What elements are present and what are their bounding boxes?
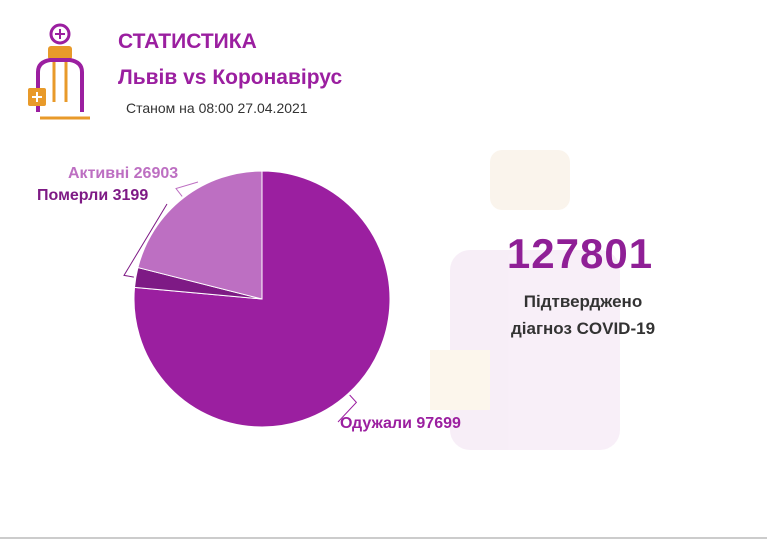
total: 127801 <box>506 230 654 277</box>
slice-label: Одужали 97699 <box>340 415 461 432</box>
pie-slice <box>137 170 263 300</box>
leader-line <box>123 203 168 278</box>
pie-slice <box>133 170 391 428</box>
slice-name: Померли <box>37 187 108 204</box>
slice-value: 26903 <box>134 165 179 182</box>
watermark <box>430 150 620 450</box>
total-label: Підтверджено діагноз COVID-19 <box>510 292 656 338</box>
date-note: Станом на 08:00 27.04.2021 <box>126 100 308 116</box>
pie: Одужали 97699 Померли 3199 Активні 26903 <box>37 165 461 432</box>
slice-label: Померли 3199 <box>37 187 148 204</box>
logo <box>28 23 90 120</box>
total-box: 127801 Підтверджено діагноз COVID-19 <box>490 230 670 342</box>
subtitle: Львів vs Коронавірус <box>118 66 342 89</box>
slice-name: Активні <box>68 165 129 182</box>
slice-name: Одужали <box>340 415 412 432</box>
slice-value: 3199 <box>113 187 149 204</box>
slice-value: 97699 <box>416 415 461 432</box>
leader-line <box>175 181 199 197</box>
leader-line <box>337 394 358 423</box>
title: СТАТИСТИКА <box>118 30 257 53</box>
slice-label: Активні 26903 <box>68 165 178 182</box>
